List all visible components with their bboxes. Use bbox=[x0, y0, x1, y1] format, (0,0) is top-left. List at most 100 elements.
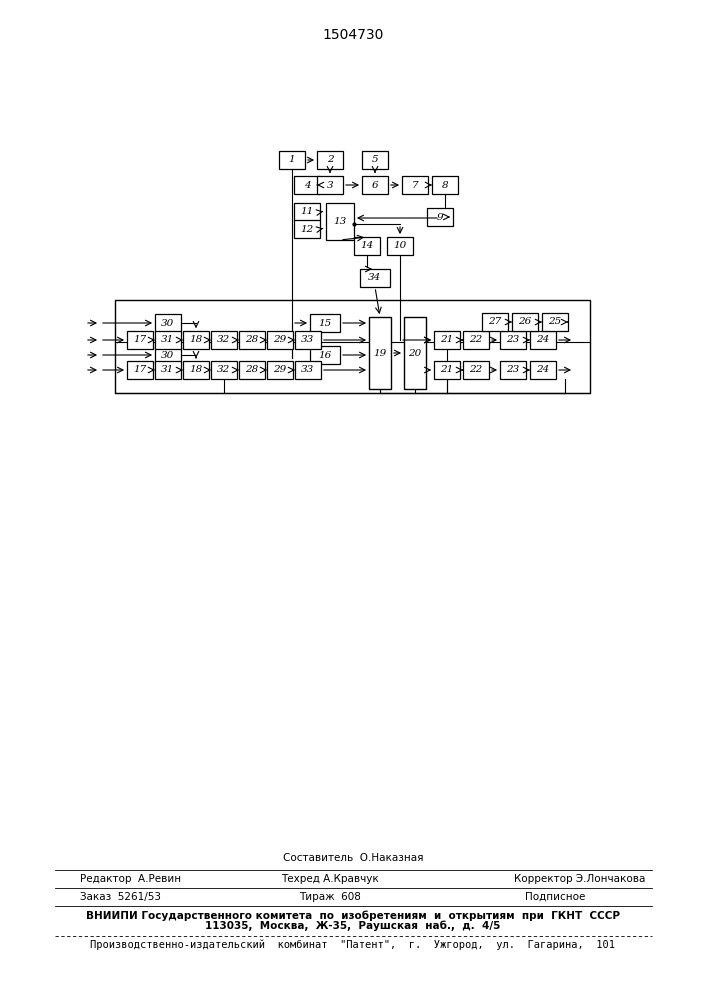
Text: Подписное: Подписное bbox=[525, 892, 585, 902]
Text: 21: 21 bbox=[440, 336, 454, 344]
Bar bbox=[362, 151, 388, 169]
Bar bbox=[127, 361, 153, 379]
Bar bbox=[294, 220, 320, 238]
Bar bbox=[279, 151, 305, 169]
Bar bbox=[155, 346, 181, 364]
Text: 13: 13 bbox=[334, 217, 346, 226]
Bar bbox=[239, 331, 265, 349]
Bar bbox=[369, 317, 391, 389]
Bar bbox=[183, 361, 209, 379]
Bar bbox=[155, 361, 181, 379]
Bar bbox=[530, 361, 556, 379]
Text: 10: 10 bbox=[393, 241, 407, 250]
Text: 1504730: 1504730 bbox=[322, 28, 384, 42]
Text: 4: 4 bbox=[304, 180, 310, 190]
Text: 5: 5 bbox=[372, 155, 378, 164]
Text: 17: 17 bbox=[134, 336, 146, 344]
Text: 34: 34 bbox=[368, 273, 382, 282]
Text: 31: 31 bbox=[161, 336, 175, 344]
Bar bbox=[155, 331, 181, 349]
Bar bbox=[500, 361, 526, 379]
Text: 16: 16 bbox=[318, 351, 332, 360]
Text: 14: 14 bbox=[361, 241, 373, 250]
Bar bbox=[463, 361, 489, 379]
Text: 8: 8 bbox=[442, 180, 448, 190]
Text: 15: 15 bbox=[318, 318, 332, 328]
Bar bbox=[362, 176, 388, 194]
Text: 23: 23 bbox=[506, 365, 520, 374]
Text: 1: 1 bbox=[288, 155, 296, 164]
Text: 113035,  Москва,  Ж-35,  Раушская  наб.,  д.  4/5: 113035, Москва, Ж-35, Раушская наб., д. … bbox=[205, 921, 501, 931]
Bar bbox=[434, 331, 460, 349]
Bar bbox=[294, 203, 320, 221]
Bar bbox=[294, 176, 320, 194]
Text: 25: 25 bbox=[549, 318, 561, 326]
Text: 23: 23 bbox=[506, 336, 520, 344]
Text: Корректор Э.Лончакова: Корректор Э.Лончакова bbox=[514, 874, 645, 884]
Text: 20: 20 bbox=[409, 349, 421, 358]
Bar bbox=[211, 361, 237, 379]
Text: ВНИИПИ Государственного комитета  по  изобретениям  и  открытиям  при  ГКНТ  ССС: ВНИИПИ Государственного комитета по изоб… bbox=[86, 911, 620, 921]
Text: 19: 19 bbox=[373, 349, 387, 358]
Text: 6: 6 bbox=[372, 180, 378, 190]
Bar bbox=[326, 202, 354, 239]
Bar bbox=[155, 314, 181, 332]
Text: 33: 33 bbox=[301, 365, 315, 374]
Text: 22: 22 bbox=[469, 365, 483, 374]
Bar bbox=[402, 176, 428, 194]
Bar bbox=[463, 331, 489, 349]
Text: 24: 24 bbox=[537, 365, 549, 374]
Bar bbox=[267, 361, 293, 379]
Bar bbox=[295, 361, 321, 379]
Bar bbox=[317, 151, 343, 169]
Text: Составитель  О.Наказная: Составитель О.Наказная bbox=[283, 853, 423, 863]
Text: 12: 12 bbox=[300, 225, 314, 233]
Text: 2: 2 bbox=[327, 155, 333, 164]
Text: 32: 32 bbox=[217, 365, 230, 374]
Text: 29: 29 bbox=[274, 336, 286, 344]
Text: 26: 26 bbox=[518, 318, 532, 326]
Bar bbox=[310, 314, 340, 332]
Bar bbox=[295, 331, 321, 349]
Text: 31: 31 bbox=[161, 365, 175, 374]
Text: 33: 33 bbox=[301, 336, 315, 344]
Bar bbox=[183, 331, 209, 349]
Bar bbox=[512, 313, 538, 331]
Bar bbox=[267, 331, 293, 349]
Text: Производственно-издательский  комбинат  "Патент",  г.  Ужгород,  ул.  Гагарина, : Производственно-издательский комбинат "П… bbox=[90, 940, 616, 950]
Text: 21: 21 bbox=[440, 365, 454, 374]
Text: 17: 17 bbox=[134, 365, 146, 374]
Bar bbox=[211, 331, 237, 349]
Bar bbox=[432, 176, 458, 194]
Text: 22: 22 bbox=[469, 336, 483, 344]
Text: Заказ  5261/53: Заказ 5261/53 bbox=[80, 892, 161, 902]
Text: Редактор  А.Ревин: Редактор А.Ревин bbox=[80, 874, 181, 884]
Bar bbox=[387, 237, 413, 255]
Bar bbox=[239, 361, 265, 379]
Text: 28: 28 bbox=[245, 365, 259, 374]
Bar bbox=[354, 237, 380, 255]
Text: 9: 9 bbox=[437, 213, 443, 222]
Text: Тираж  608: Тираж 608 bbox=[299, 892, 361, 902]
Text: Техред А.Кравчук: Техред А.Кравчук bbox=[281, 874, 379, 884]
Text: 30: 30 bbox=[161, 318, 175, 328]
Text: 18: 18 bbox=[189, 336, 203, 344]
Bar bbox=[500, 331, 526, 349]
Bar bbox=[427, 208, 453, 226]
Bar bbox=[127, 331, 153, 349]
Text: 3: 3 bbox=[327, 180, 333, 190]
Bar bbox=[317, 176, 343, 194]
Text: 32: 32 bbox=[217, 336, 230, 344]
Text: 7: 7 bbox=[411, 180, 419, 190]
Text: 11: 11 bbox=[300, 208, 314, 217]
Text: 18: 18 bbox=[189, 365, 203, 374]
Bar bbox=[310, 346, 340, 364]
Bar bbox=[530, 331, 556, 349]
Text: 24: 24 bbox=[537, 336, 549, 344]
Bar bbox=[482, 313, 508, 331]
Text: 27: 27 bbox=[489, 318, 502, 326]
Text: 29: 29 bbox=[274, 365, 286, 374]
Bar bbox=[360, 269, 390, 287]
Bar bbox=[542, 313, 568, 331]
Bar bbox=[434, 361, 460, 379]
